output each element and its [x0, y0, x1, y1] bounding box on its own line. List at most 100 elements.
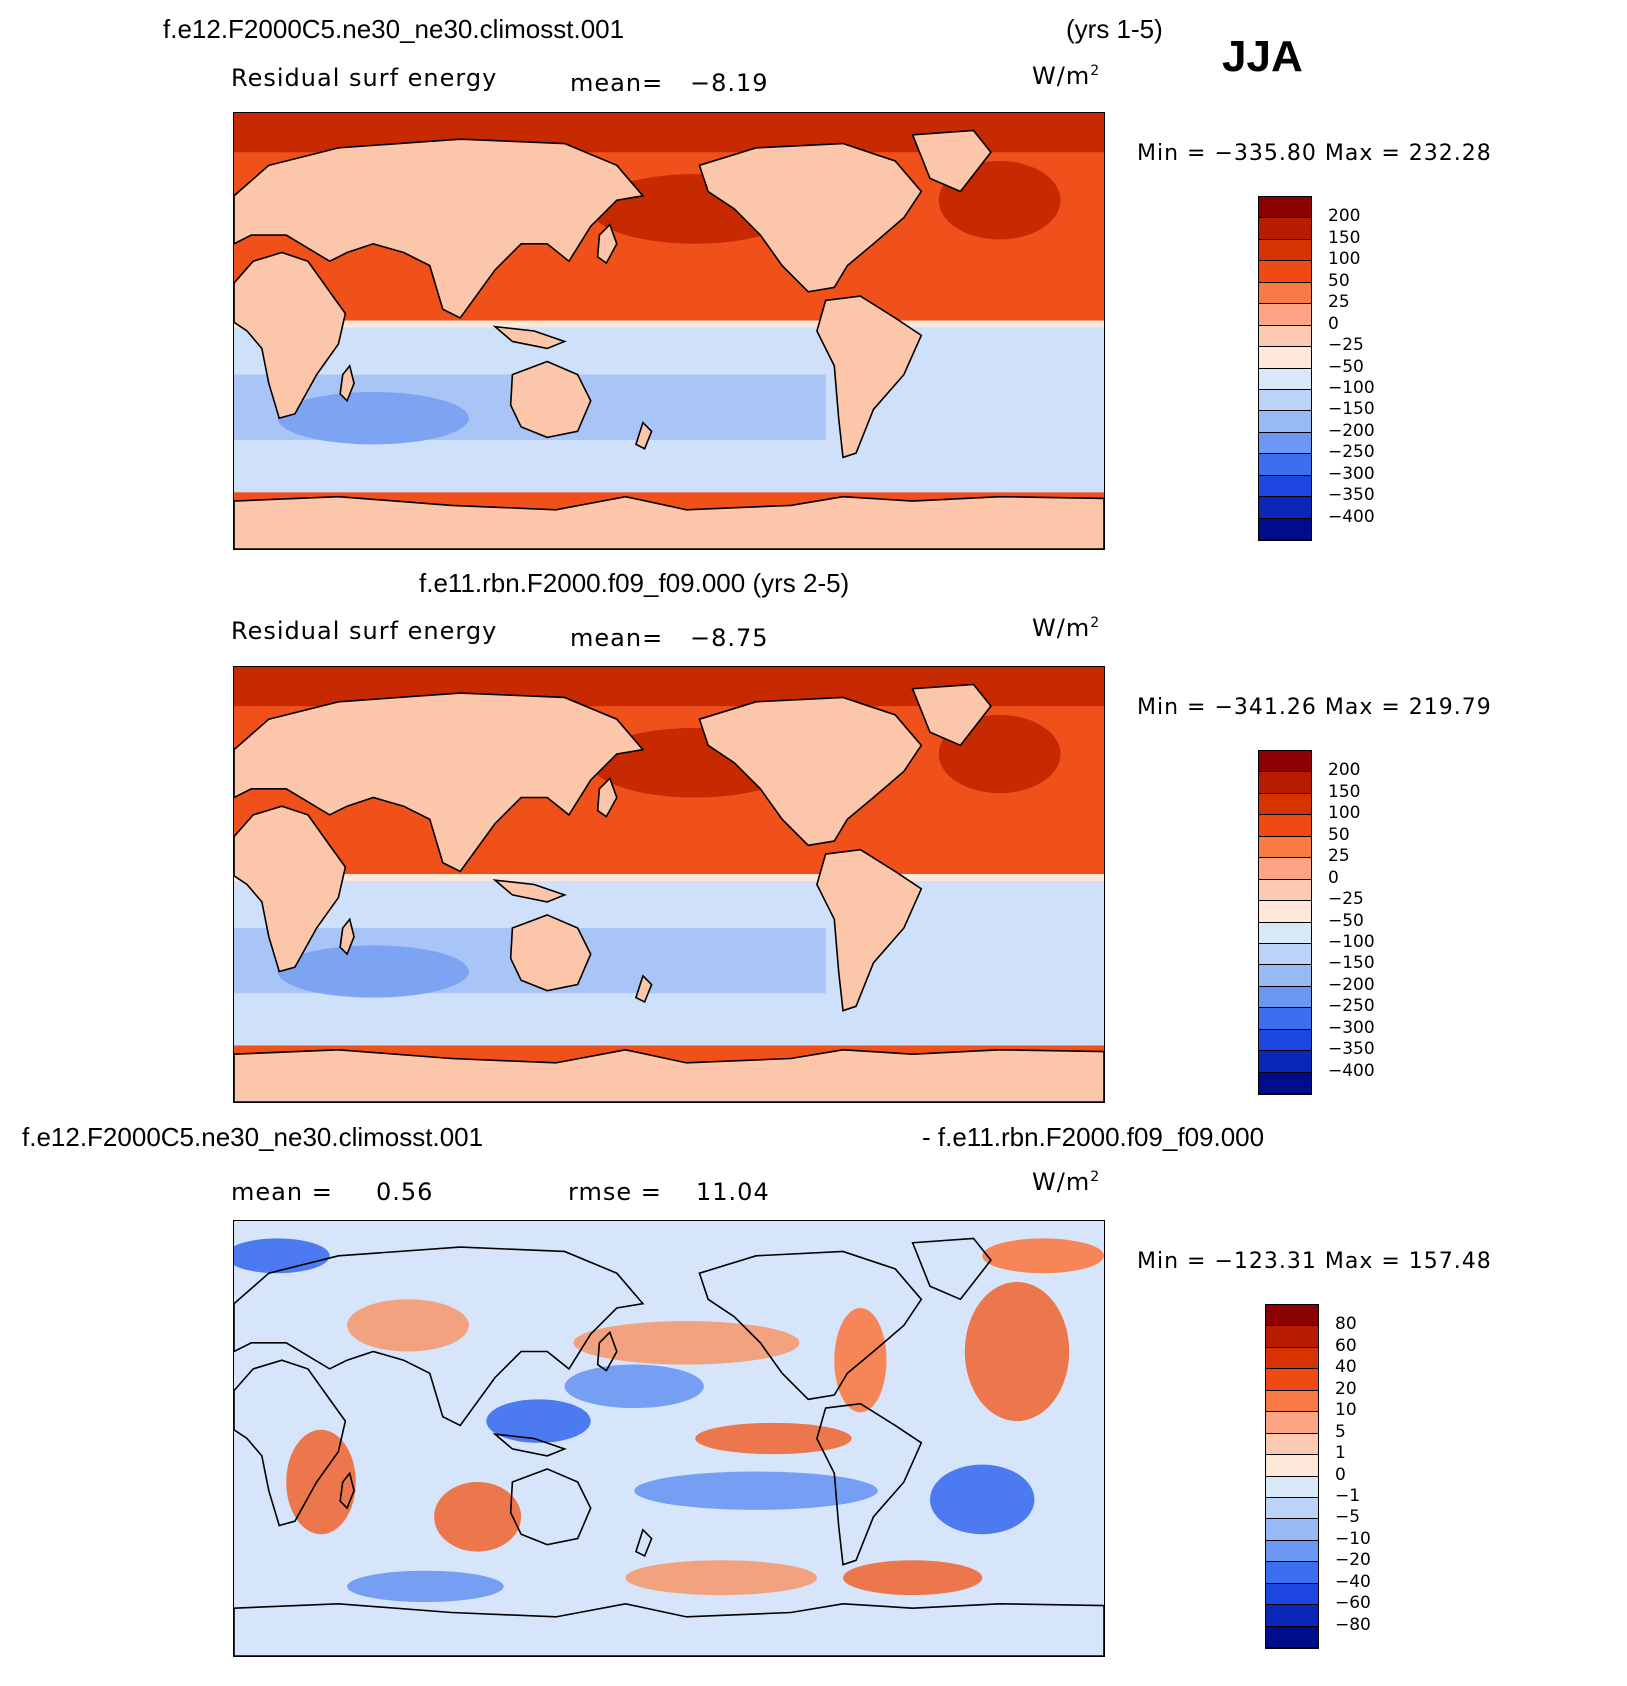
indonesia-outline	[495, 327, 565, 349]
greenland-outline	[913, 684, 991, 745]
panel1-variable: Residual surf energy	[231, 64, 498, 92]
colorbar-level-label: −5	[1335, 1507, 1361, 1528]
newzealand-outline	[636, 976, 652, 1002]
japan-outline	[598, 1332, 617, 1370]
colorbar-swatch	[1266, 1412, 1318, 1434]
panel3-title-left: f.e12.F2000C5.ne30_ne30.climosst.001	[22, 1122, 484, 1152]
colorbar-level-label: −100	[1328, 377, 1375, 398]
colorbar-level-label: 20	[1335, 1378, 1357, 1399]
colorbar-swatch	[1259, 901, 1311, 923]
colorbar-swatch	[1259, 1008, 1311, 1030]
colorbar-swatch	[1259, 1051, 1311, 1073]
panel1-map	[233, 112, 1105, 550]
panel1-units: W/m2	[1032, 64, 1100, 88]
colorbar-level-label: −25	[1328, 335, 1364, 356]
eurasia-outline	[234, 139, 643, 318]
australia-outline	[511, 362, 591, 438]
colorbar-level-label: −400	[1328, 1060, 1375, 1081]
colorbar-level-label: 1	[1335, 1443, 1346, 1464]
panel1-title-left: f.e12.F2000C5.ne30_ne30.climosst.001	[163, 14, 625, 44]
africa-outline	[234, 253, 345, 419]
colorbar-swatch	[1259, 411, 1311, 433]
colorbar-level-label: −20	[1335, 1550, 1371, 1571]
colorbar-level-label: 100	[1328, 803, 1361, 824]
panel1-stat-label: mean=	[570, 69, 664, 97]
panel3-title-right: - f.e11.rbn.F2000.f09_f09.000	[922, 1122, 1265, 1152]
panel3-rmse-value: 11.04	[696, 1178, 770, 1206]
madagascar-outline	[340, 366, 354, 401]
colorbar-swatch	[1259, 858, 1311, 880]
colorbar-level-label: 200	[1328, 760, 1361, 781]
namerica-outline	[699, 1251, 921, 1399]
colorbar-swatch	[1259, 347, 1311, 369]
colorbar-level-label: −200	[1328, 420, 1375, 441]
colorbar-swatch	[1266, 1476, 1318, 1498]
colorbar-level-label: −10	[1335, 1528, 1371, 1549]
colorbar-level-label: 0	[1335, 1464, 1346, 1485]
colorbar-swatch	[1266, 1347, 1318, 1370]
colorbar-swatch	[1259, 836, 1311, 859]
colorbar-level-label: 150	[1328, 227, 1361, 248]
colorbar-level-label: 200	[1328, 206, 1361, 227]
colorbar-swatch	[1259, 304, 1311, 326]
samerica-outline	[817, 850, 921, 1011]
units-base: W/m	[1032, 614, 1091, 642]
colorbar-swatch	[1259, 218, 1311, 240]
colorbar-swatch	[1259, 986, 1311, 1009]
panel2-stat-label: mean=	[570, 624, 664, 652]
panel3-map	[233, 1220, 1105, 1657]
colorbar-swatch	[1266, 1497, 1318, 1520]
colorbar-swatch	[1259, 965, 1311, 987]
colorbar-level-label: −350	[1328, 485, 1375, 506]
antarctica-outline	[234, 1050, 1104, 1102]
samerica-outline	[817, 296, 921, 457]
colorbar-swatch	[1259, 922, 1311, 944]
australia-outline	[511, 915, 591, 991]
colorbar-level-label: −300	[1328, 463, 1375, 484]
colorbar-swatch	[1259, 282, 1311, 305]
namerica-outline	[699, 697, 921, 845]
colorbar-swatch	[1266, 1626, 1318, 1648]
colorbar-swatch	[1259, 518, 1311, 540]
panel3-units: W/m2	[1032, 1170, 1100, 1194]
newzealand-outline	[636, 423, 652, 449]
panel2-map	[233, 666, 1105, 1103]
colorbar-level-label: 60	[1335, 1335, 1357, 1356]
colorbar-swatch	[1259, 239, 1311, 262]
indonesia-outline	[495, 880, 565, 902]
colorbar-level-label: 0	[1328, 867, 1339, 888]
japan-outline	[598, 778, 617, 816]
colorbar-level-label: 0	[1328, 313, 1339, 334]
colorbar-swatch	[1259, 772, 1311, 794]
colorbar-swatch	[1259, 261, 1311, 283]
colorbar-swatch	[1259, 751, 1311, 773]
colorbar-swatch	[1266, 1326, 1318, 1348]
madagascar-outline	[340, 1473, 354, 1508]
panel1-stat-value: −8.19	[690, 69, 769, 97]
units-base: W/m	[1032, 62, 1091, 90]
colorbar-level-label: 25	[1328, 292, 1350, 313]
colorbar-level-label: −25	[1328, 889, 1364, 910]
colorbar-swatch	[1259, 793, 1311, 816]
colorbar-swatch	[1259, 325, 1311, 348]
antarctica-outline	[234, 497, 1104, 549]
japan-outline	[598, 225, 617, 263]
colorbar-swatch	[1259, 497, 1311, 519]
colorbar-swatch	[1266, 1605, 1318, 1627]
colorbar-level-label: −1	[1335, 1485, 1361, 1506]
colorbar-swatch	[1266, 1433, 1318, 1456]
panel3-minmax: Min = −123.31 Max = 157.48	[1137, 1249, 1492, 1274]
australia-outline	[511, 1469, 591, 1545]
colorbar-swatch	[1259, 389, 1311, 412]
colorbar-level-label: 80	[1335, 1314, 1357, 1335]
colorbar-level-label: −40	[1335, 1571, 1371, 1592]
colorbar-level-label: 100	[1328, 249, 1361, 270]
antarctica-outline	[234, 1604, 1104, 1656]
panel3-rmse-label: rmse =	[568, 1178, 662, 1206]
colorbar-level-label: 50	[1328, 824, 1350, 845]
panel1-title-right: (yrs 1-5)	[1066, 14, 1163, 44]
season-label: JJA	[1222, 32, 1303, 81]
eurasia-outline	[234, 1247, 643, 1425]
greenland-outline	[913, 1238, 991, 1299]
colorbar-level-label: 5	[1335, 1421, 1346, 1442]
